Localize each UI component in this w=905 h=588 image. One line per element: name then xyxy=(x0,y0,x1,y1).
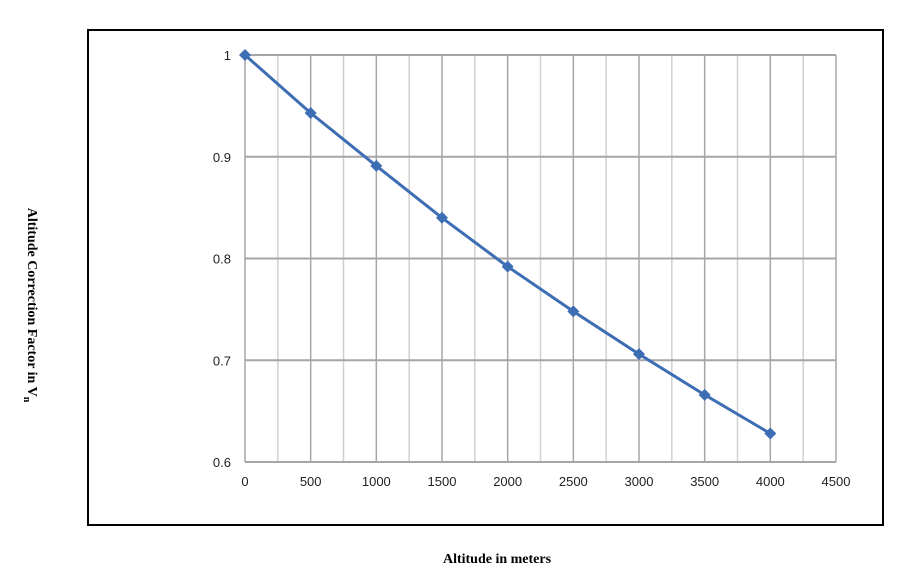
y-axis-label: Altitude Correction Factor in Vn xyxy=(21,207,39,403)
y-tick-label: 0.7 xyxy=(213,353,231,368)
y-tick-label: 0.9 xyxy=(213,150,231,165)
data-point xyxy=(501,260,514,273)
x-tick-label: 1500 xyxy=(428,474,457,489)
x-tick-label: 3500 xyxy=(690,474,719,489)
data-point xyxy=(436,211,448,224)
chart-frame xyxy=(87,29,884,526)
y-tick-label: 0.6 xyxy=(213,455,231,470)
data-point xyxy=(304,106,317,119)
data-point xyxy=(567,305,580,318)
x-tick-label: 0 xyxy=(241,474,248,489)
x-axis-label: Altitude in meters xyxy=(442,552,552,567)
data-point xyxy=(764,427,777,440)
x-tick-label: 3000 xyxy=(625,474,654,489)
data-point xyxy=(698,388,711,401)
x-tick-label: 4500 xyxy=(822,474,851,489)
data-point xyxy=(370,159,383,172)
x-tick-label: 500 xyxy=(300,474,322,489)
y-tick-labels: 0.6 0.7 0.8 0.9 1 xyxy=(213,48,231,470)
x-tick-labels: 0 500 1000 1500 2000 2500 3000 3500 4000 4500 xyxy=(241,474,850,489)
y-tick-label: 1 xyxy=(224,48,231,63)
x-tick-label: 2500 xyxy=(559,474,588,489)
x-tick-label: 2000 xyxy=(493,474,522,489)
data-point xyxy=(239,49,251,61)
major-grid xyxy=(244,54,837,463)
x-tick-label: 4000 xyxy=(756,474,785,489)
data-point xyxy=(633,348,645,361)
y-axis-label-subscript: n xyxy=(21,396,33,403)
data-points xyxy=(239,49,777,440)
y-tick-label: 0.8 xyxy=(213,252,231,267)
x-tick-label: 1000 xyxy=(362,474,391,489)
